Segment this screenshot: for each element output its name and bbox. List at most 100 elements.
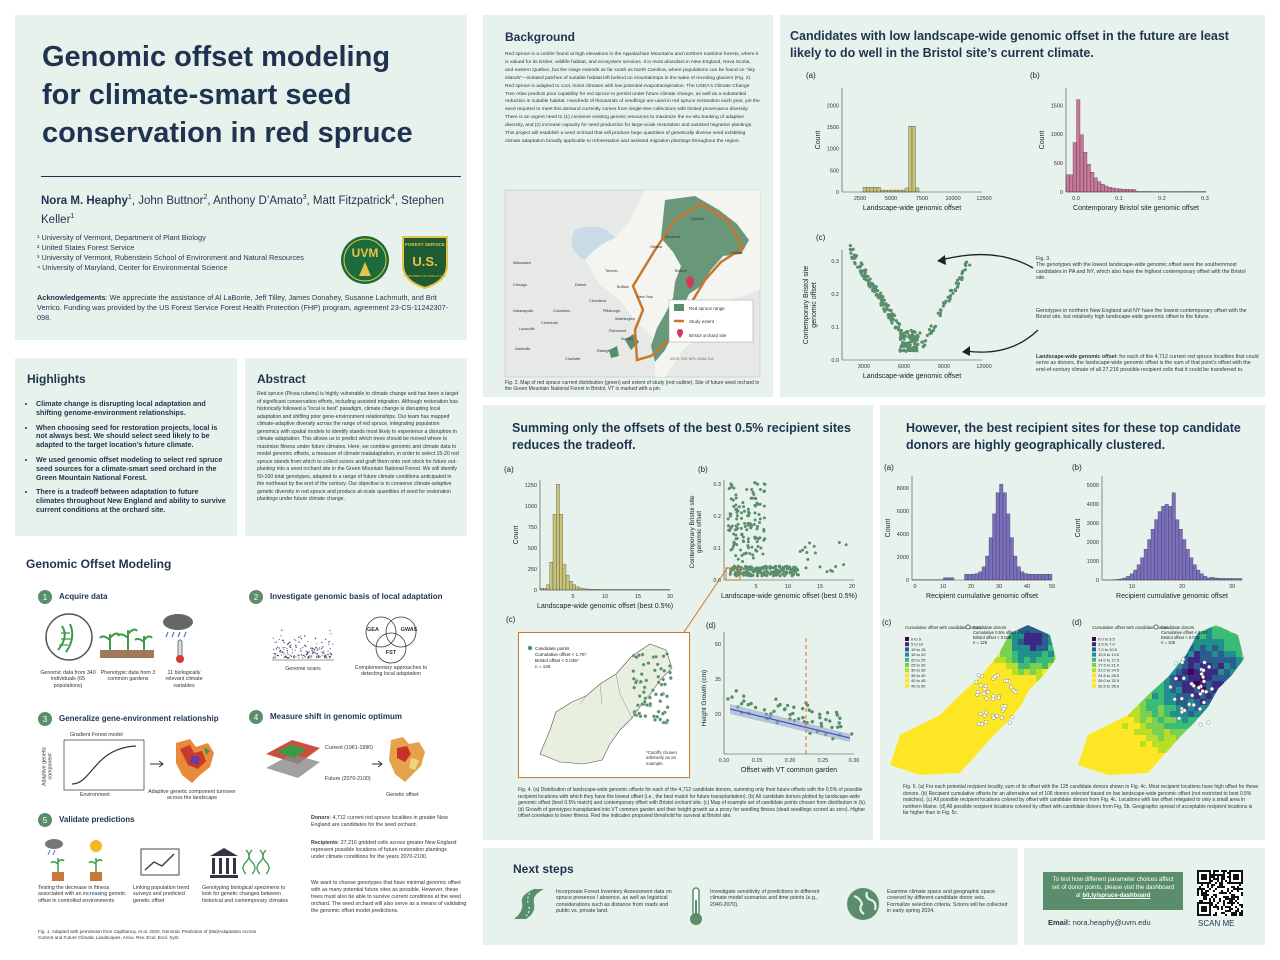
email-link[interactable]: nora.heaphy@uvm.edu	[1072, 918, 1151, 927]
scatter-point	[836, 725, 840, 729]
qr-finder	[1197, 902, 1211, 916]
scan-point	[285, 656, 287, 658]
scatter-point	[904, 341, 908, 345]
histogram-bar	[1126, 576, 1131, 581]
offset-cell	[898, 735, 904, 741]
candidate-point	[665, 705, 670, 710]
legend-entry: 17.5 to 21.0	[1098, 663, 1120, 668]
candidate-point	[984, 719, 989, 724]
offset-cell	[1176, 693, 1182, 699]
legend-swatch	[905, 647, 909, 652]
candidate-point	[993, 674, 998, 679]
dashboard-link[interactable]: bit.ly/spruce-dashboard	[1082, 893, 1151, 899]
offset-cell	[1086, 681, 1092, 687]
histogram-bar	[1013, 555, 1018, 581]
offset-cell	[890, 693, 892, 699]
offset-cell	[1236, 681, 1242, 687]
histogram-bar	[1016, 566, 1021, 581]
offset-cell	[934, 711, 940, 717]
offset-cell	[1018, 663, 1024, 669]
candidate-point	[980, 674, 985, 679]
offset-cell	[1230, 699, 1236, 705]
qr-code[interactable]	[1197, 870, 1243, 916]
step-2-badge: 2	[249, 590, 263, 604]
scatter-point	[968, 263, 972, 267]
scan-point	[310, 657, 312, 659]
offset-cell	[1158, 735, 1164, 741]
offset-cell	[1194, 705, 1200, 711]
abstract-text: Red spruce (Picea rubens) is highly vuln…	[257, 391, 459, 502]
offset-cell	[1092, 723, 1098, 729]
offset-cell	[1018, 771, 1024, 775]
scatter-point	[812, 544, 816, 548]
scatter-point	[751, 556, 755, 560]
scatter-point	[734, 524, 738, 528]
offset-cell	[1036, 705, 1042, 711]
thermometer-icon	[690, 887, 702, 925]
offset-cell	[1170, 699, 1176, 705]
offset-cell	[1140, 633, 1146, 639]
offset-cell	[1128, 681, 1134, 687]
offset-cell	[904, 693, 910, 699]
candidate-point	[635, 703, 640, 708]
offset-cell	[946, 663, 952, 669]
qr-module	[1205, 896, 1207, 898]
offset-cell	[1012, 669, 1018, 675]
scatter-point	[923, 339, 928, 343]
scatter-point	[808, 541, 812, 545]
offset-cell	[1068, 627, 1074, 633]
offset-cell	[928, 711, 934, 717]
offset-cell	[1128, 723, 1134, 729]
offset-cell	[1188, 741, 1194, 747]
offset-cell	[910, 759, 916, 765]
offset-cell	[890, 675, 892, 681]
offset-cell	[1218, 663, 1224, 669]
offset-cell	[1254, 615, 1260, 621]
offset-cell	[1212, 711, 1218, 717]
histogram-bar	[1168, 506, 1173, 581]
histogram-bar	[1030, 574, 1035, 581]
scatter-point	[915, 336, 919, 340]
scatter-point	[754, 481, 758, 485]
offset-cell	[928, 729, 934, 735]
offset-cell	[1024, 681, 1030, 687]
x-tick-label: 10	[940, 584, 946, 590]
offset-cell	[1152, 651, 1158, 657]
qr-module	[1223, 902, 1225, 904]
offset-cell	[1086, 687, 1092, 693]
scatter-point	[748, 523, 752, 527]
fig5-caption: Fig. 5. (a) For each potential recipient…	[903, 784, 1259, 816]
scatter-point	[758, 517, 762, 521]
candidate-point	[642, 685, 647, 690]
offset-cell	[1054, 663, 1056, 669]
scan-point	[327, 650, 329, 652]
qr-module	[1221, 906, 1223, 908]
qr-module	[1211, 886, 1213, 888]
histogram-bar	[1020, 571, 1025, 581]
next-step-3: Examine climate space and geographic spa…	[887, 889, 1008, 915]
histogram-bar	[559, 514, 563, 591]
offset-cell	[988, 663, 994, 669]
offset-cell	[880, 711, 886, 717]
scatter-point	[925, 333, 929, 337]
city-label: Washington	[615, 317, 635, 321]
qr-module	[1211, 884, 1213, 886]
qr-module	[1203, 896, 1205, 898]
offset-cell	[976, 771, 982, 775]
offset-cell	[952, 723, 958, 729]
scan-point	[275, 648, 278, 650]
offset-cell	[1236, 663, 1242, 669]
offset-cell	[1122, 639, 1128, 645]
offset-cell	[940, 615, 946, 621]
scatter-point	[798, 550, 802, 554]
candidate-point	[665, 652, 670, 656]
offset-cell	[880, 675, 886, 681]
legend-entry: Bristol offset < 0.035	[973, 635, 1012, 640]
city-label: Louisville	[519, 327, 535, 331]
offset-cell	[946, 639, 952, 645]
offset-cell	[1242, 633, 1244, 639]
x-tick-label: 0	[913, 584, 916, 590]
offset-cell	[892, 723, 898, 729]
qr-module	[1211, 902, 1213, 904]
offset-cell	[976, 765, 982, 771]
